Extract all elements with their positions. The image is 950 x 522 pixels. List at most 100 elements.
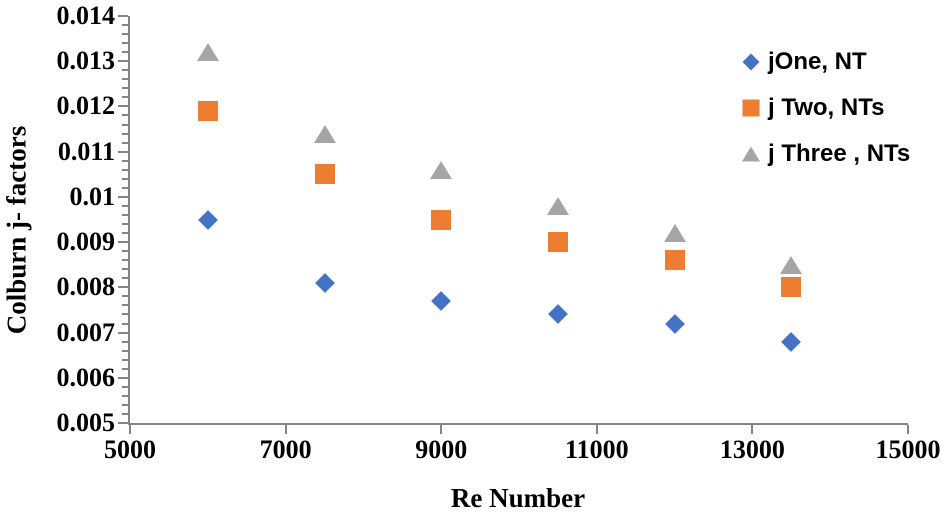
- y-axis-minor-tick: [122, 78, 128, 81]
- x-axis-tick-label: 9000: [415, 435, 468, 464]
- square-icon: [742, 99, 760, 116]
- data-point-square: [664, 250, 685, 271]
- y-axis-tick: [118, 15, 128, 17]
- x-axis-tick: [907, 425, 909, 434]
- y-axis-minor-tick: [122, 223, 128, 226]
- x-axis-tick: [595, 425, 598, 434]
- y-axis-tick-label: 0.013: [56, 46, 116, 76]
- y-axis-minor-tick: [122, 123, 128, 126]
- data-point-square: [547, 232, 568, 253]
- y-axis-tick-label: 0.009: [56, 227, 116, 257]
- data-point-diamond: [781, 331, 802, 352]
- data-point-diamond: [664, 313, 685, 334]
- square-legend-marker-icon: [741, 98, 761, 118]
- y-axis-minor-tick: [122, 177, 128, 180]
- x-axis-tick-label: 7000: [259, 435, 312, 464]
- y-axis-minor-tick: [122, 213, 128, 216]
- legend-item: j Three , NTs: [741, 139, 910, 168]
- x-axis-tick-label: 5000: [104, 435, 156, 464]
- data-point-square: [431, 209, 452, 230]
- y-axis-tick-label: 0.012: [56, 91, 116, 121]
- y-axis-minor-tick: [122, 403, 128, 406]
- data-point-diamond: [431, 290, 452, 311]
- triangle-icon: [742, 146, 760, 161]
- y-axis-minor-tick: [122, 186, 128, 189]
- diamond-icon: [742, 53, 760, 70]
- y-axis-minor-tick: [122, 96, 128, 99]
- x-axis-tick-label: 11000: [565, 435, 629, 464]
- y-axis-tick-label: 0.014: [56, 1, 116, 30]
- y-axis-tick: [118, 60, 128, 63]
- y-axis-minor-tick: [122, 277, 128, 280]
- y-axis-minor-tick: [122, 42, 128, 45]
- x-axis-tick: [751, 425, 754, 434]
- y-axis-minor-tick: [122, 367, 128, 370]
- y-axis-tick-label: 0.008: [56, 272, 116, 302]
- y-axis-minor-tick: [122, 159, 128, 162]
- y-axis-minor-tick: [122, 87, 128, 90]
- y-axis-minor-tick: [122, 358, 128, 361]
- y-axis-minor-tick: [122, 250, 128, 253]
- y-axis-tick-label: 0.01: [69, 181, 116, 211]
- y-axis-minor-tick: [122, 232, 128, 235]
- y-axis-tick: [118, 286, 128, 289]
- y-axis-tick-label: 0.007: [56, 317, 116, 347]
- y-axis-tick: [118, 376, 128, 379]
- data-point-triangle: [780, 255, 803, 274]
- legend: jOne, NT j Two, NTs j Three , NTs: [741, 47, 910, 168]
- y-axis-tick: [118, 195, 128, 198]
- data-point-triangle: [313, 124, 336, 143]
- y-axis-tick: [118, 150, 128, 153]
- y-axis-minor-tick: [122, 141, 128, 144]
- y-axis-minor-tick: [122, 394, 128, 397]
- y-axis-minor-tick: [122, 322, 128, 325]
- data-point-diamond: [547, 304, 568, 325]
- y-axis-tick: [118, 331, 128, 334]
- y-axis-tick-label: 0.011: [57, 136, 115, 166]
- legend-item: j Two, NTs: [741, 93, 910, 122]
- x-axis-title: Re Number: [450, 483, 586, 513]
- y-axis-minor-tick: [122, 114, 128, 117]
- x-axis-tick-label: 15000: [875, 435, 941, 464]
- data-point-triangle: [430, 160, 453, 179]
- x-axis-tick: [440, 425, 443, 434]
- data-point-triangle: [546, 196, 569, 215]
- data-point-diamond: [197, 209, 218, 230]
- y-axis-minor-tick: [122, 33, 128, 36]
- y-axis-minor-tick: [122, 268, 128, 271]
- y-axis-minor-tick: [122, 168, 128, 171]
- data-point-triangle: [196, 43, 219, 62]
- legend-label: j Three , NTs: [768, 139, 911, 167]
- x-axis-tick-label: 13000: [719, 435, 785, 464]
- plot-area: 0.005 0.006 0.007 0.008 0.009 0.01 0.011 0.012 0…: [57, 3, 941, 463]
- y-axis-tick: [118, 422, 128, 424]
- y-axis-title: Colburn j- factors: [1, 125, 32, 335]
- data-point-diamond: [314, 272, 335, 293]
- y-axis-tick-label: 0.006: [56, 362, 116, 392]
- y-axis-minor-tick: [122, 132, 128, 135]
- y-axis-minor-tick: [122, 51, 128, 54]
- data-point-square: [197, 100, 218, 121]
- y-axis-minor-tick: [122, 412, 128, 415]
- y-axis-minor-tick: [122, 295, 128, 298]
- y-axis-minor-tick: [122, 24, 128, 27]
- y-axis-minor-tick: [122, 259, 128, 262]
- legend-label: jOne, NT: [768, 47, 867, 75]
- y-axis-minor-tick: [122, 349, 128, 352]
- y-axis-minor-tick: [122, 304, 128, 307]
- x-axis-tick: [284, 425, 287, 434]
- triangle-legend-marker-icon: [741, 144, 761, 164]
- y-axis-minor-tick: [122, 313, 128, 316]
- y-axis-minor-tick: [122, 69, 128, 72]
- x-axis-tick: [129, 425, 131, 434]
- y-axis-tick: [118, 105, 128, 108]
- diamond-legend-marker-icon: [741, 52, 761, 72]
- y-axis-tick-label: 0.005: [56, 408, 116, 437]
- y-axis-minor-tick: [122, 340, 128, 343]
- data-point-triangle: [663, 224, 686, 243]
- y-axis-minor-tick: [122, 385, 128, 388]
- y-axis-minor-tick: [122, 204, 128, 207]
- legend-label: j Two, NTs: [768, 93, 885, 121]
- legend-item: jOne, NT: [741, 47, 910, 76]
